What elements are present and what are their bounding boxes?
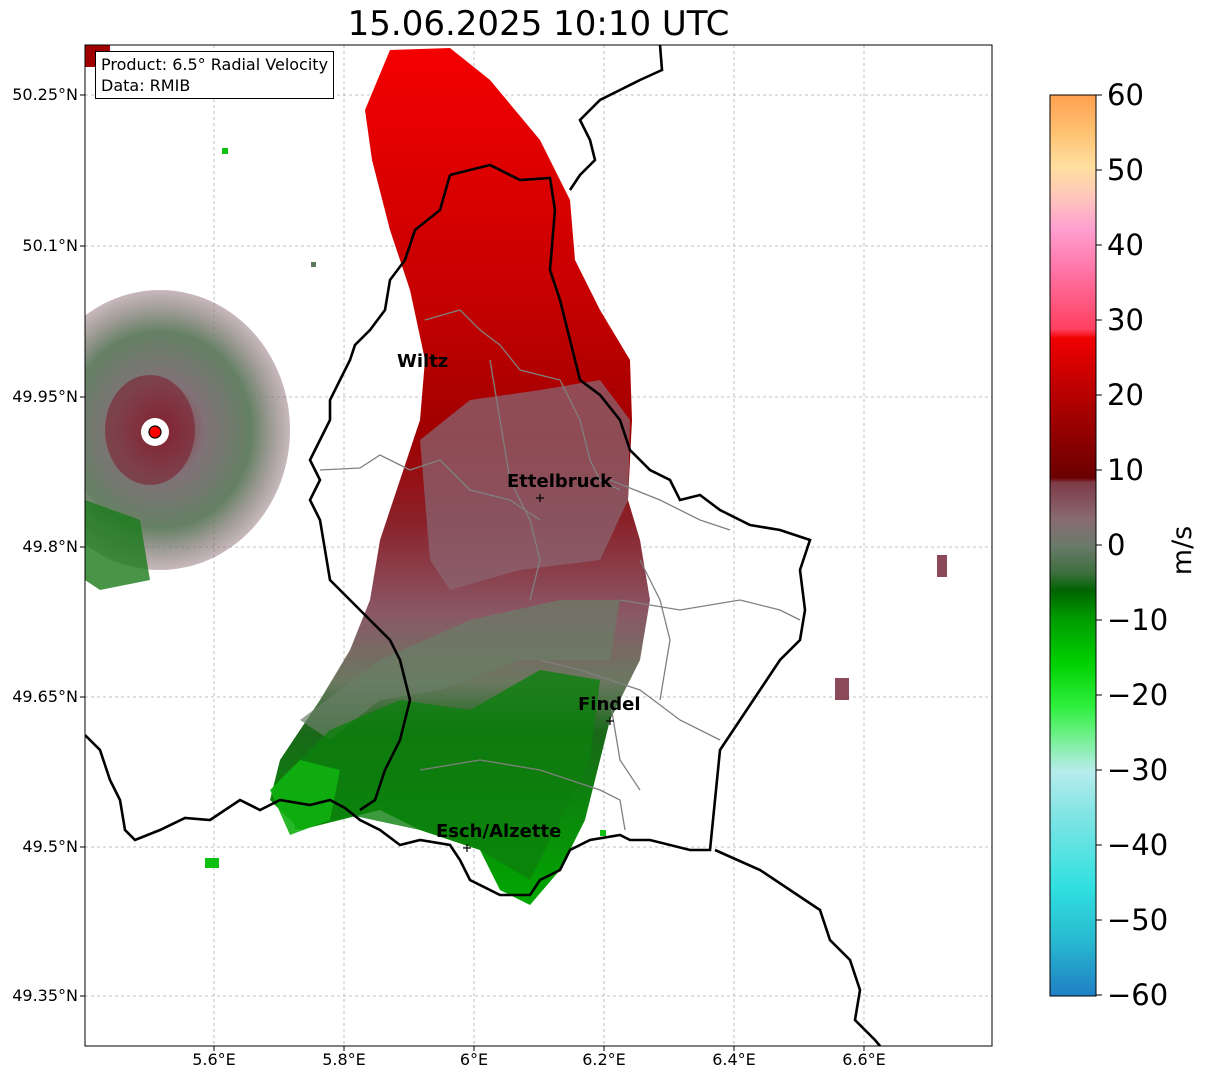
colorbar-tick-label: 60 [1107, 78, 1144, 112]
city-label-wiltz: Wiltz [397, 351, 449, 372]
data-source-label: Data: RMIB [101, 76, 191, 95]
colorbar-tick-label: 40 [1107, 228, 1144, 262]
storm-cell-velocity [270, 48, 650, 905]
colorbar-tick-label: 10 [1107, 453, 1144, 487]
y-tick-label: 49.35°N [12, 986, 78, 1005]
y-tick-label: 50.1°N [22, 236, 78, 255]
colorbar-tick-label: 20 [1107, 378, 1144, 412]
colorbar-tick-label: −20 [1107, 678, 1169, 712]
plot-frame [84, 44, 993, 1047]
x-tick-label: 6.2°E [582, 1050, 626, 1069]
colorbar-tick-label: −50 [1107, 903, 1169, 937]
colorbar-tick-label: 30 [1107, 303, 1144, 337]
district-borders [319, 309, 801, 831]
city-markers [463, 494, 614, 852]
colorbar-ticks [1096, 94, 1102, 996]
colorbar-tick-label: 0 [1107, 528, 1126, 562]
radar-site-marker [148, 425, 162, 439]
colorbar-unit-label: m/s [1167, 525, 1199, 576]
product-info-box: Product: 6.5° Radial Velocity Data: RMIB [95, 51, 335, 99]
country-borders [85, 45, 881, 1046]
colorbar-tick-label: −30 [1107, 753, 1169, 787]
colorbar-tick-label: −10 [1107, 603, 1169, 637]
scattered-echoes [205, 148, 947, 868]
colorbar-tick-label: −40 [1107, 828, 1169, 862]
y-tick-label: 49.65°N [12, 687, 78, 706]
y-tick-label: 49.8°N [22, 537, 78, 556]
colorbar-tick-label: 50 [1107, 153, 1144, 187]
x-tick-label: 5.8°E [322, 1050, 366, 1069]
map-title: 15.06.2025 10:10 UTC [347, 4, 730, 44]
colorbar-tick-label: −60 [1107, 978, 1169, 1012]
x-tick-label: 6.4°E [712, 1050, 756, 1069]
x-tick-label: 5.6°E [192, 1050, 236, 1069]
y-tick-label: 50.25°N [12, 85, 78, 104]
y-tick-label: 49.5°N [22, 837, 78, 856]
y-tick-label: 49.95°N [12, 387, 78, 406]
colorbar [1049, 94, 1097, 997]
city-label-ettelbruck: Ettelbruck [507, 471, 613, 492]
product-label: Product: 6.5° Radial Velocity [101, 55, 329, 74]
city-label-findel: Findel [578, 694, 641, 715]
axis-ticks [80, 94, 865, 1051]
x-tick-label: 6.6°E [842, 1050, 886, 1069]
city-label-esch-alzette: Esch/Alzette [436, 821, 562, 842]
x-tick-label: 6°E [459, 1050, 489, 1069]
